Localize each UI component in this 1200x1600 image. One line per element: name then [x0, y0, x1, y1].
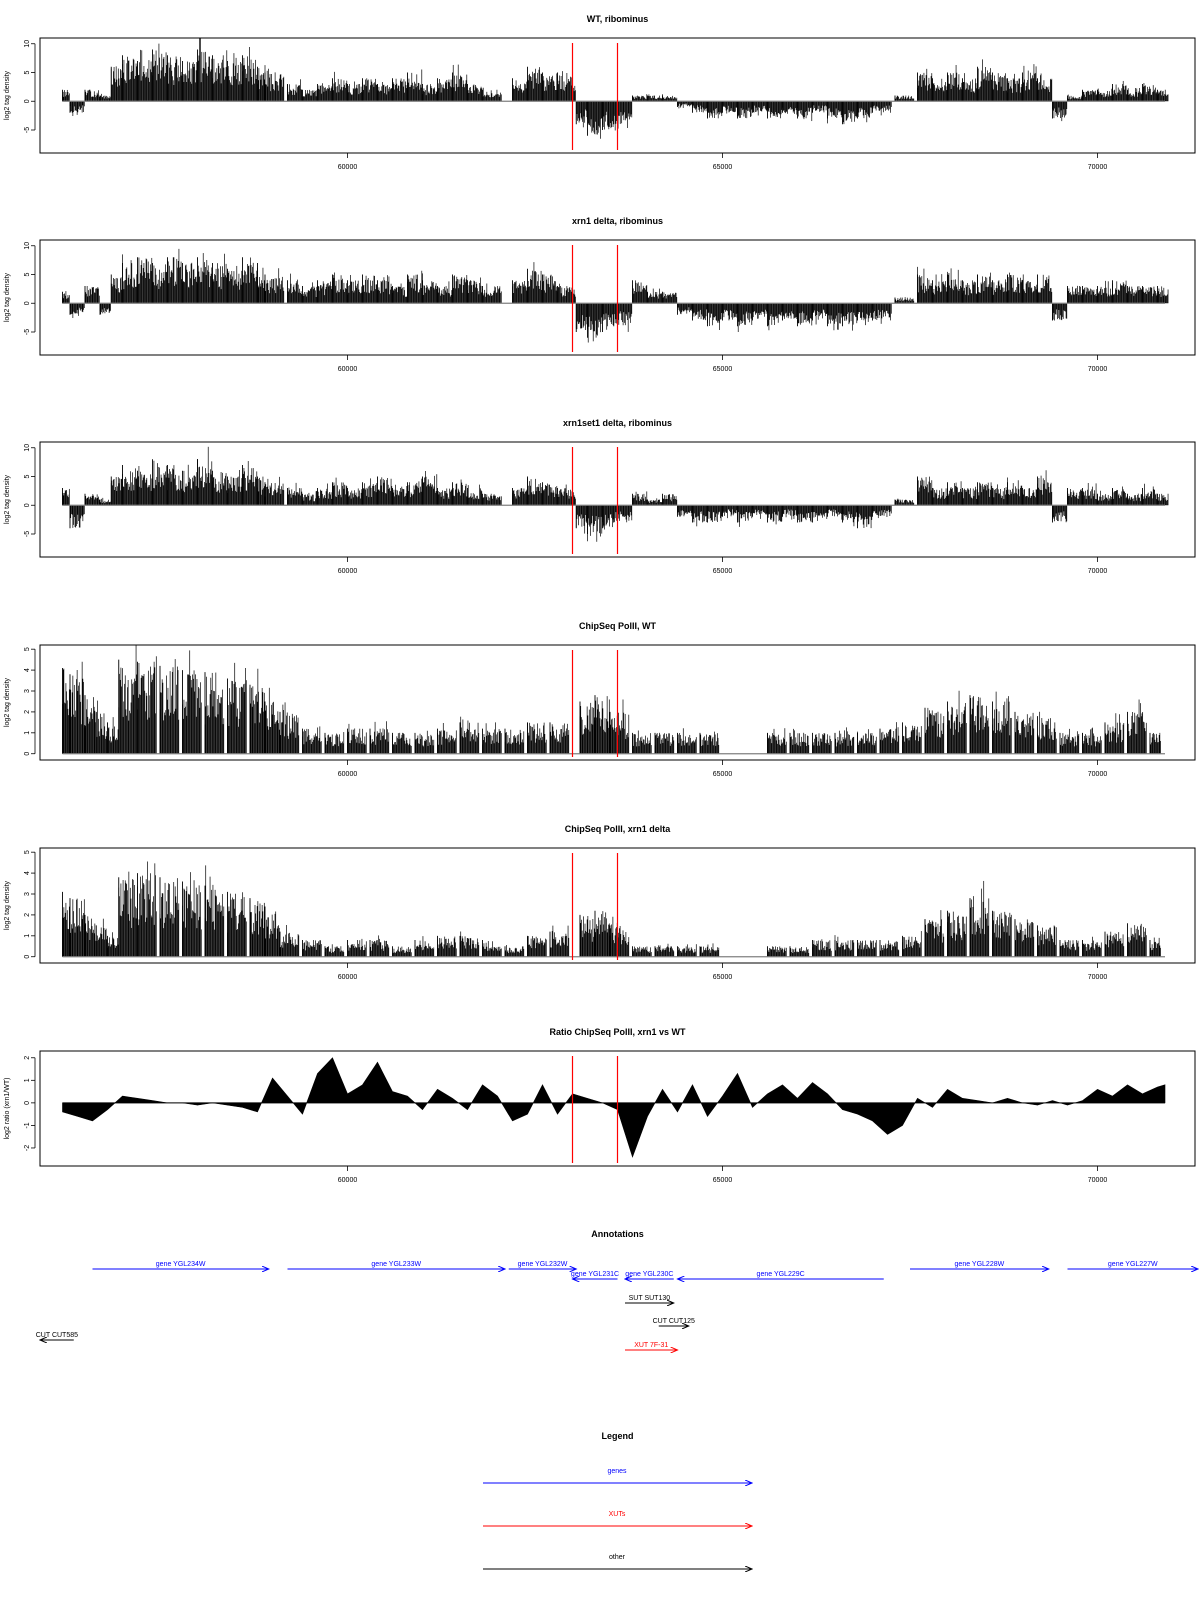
panel-title: ChipSeq PolII, WT: [579, 621, 656, 631]
chart-panel-3: xrn1set1 delta, ribominus -5 0 5 10 log2 tag …: [4, 418, 1196, 575]
panel-title: xrn1 delta, ribominus: [572, 216, 663, 226]
y-tick-label: -5: [24, 531, 31, 537]
y-axis-label: log2 tag density: [4, 272, 11, 322]
y-tick-label: 0: [24, 99, 31, 103]
data-layer: [62, 38, 1169, 139]
y-axis-label: log2 tag density: [4, 474, 11, 524]
x-tick-label: 65000: [713, 568, 733, 575]
y-tick-label: 0: [24, 752, 31, 756]
y-tick-label: 5: [24, 647, 31, 651]
panel-title: xrn1set1 delta, ribominus: [563, 418, 672, 428]
data-layer: [62, 446, 1169, 542]
data-layer: [62, 645, 1165, 755]
chart-panel-2: xrn1 delta, ribominus -5 0 5 10 log2 tag dens…: [4, 216, 1196, 373]
y-tick-label: 0: [24, 503, 31, 507]
chart-panel-4: ChipSeq PolII, WT 0 1 2 3 4 5 log2 tag density 6…: [4, 621, 1196, 778]
x-tick-label: 70000: [1088, 164, 1108, 171]
y-tick-label: 1: [24, 731, 31, 735]
y-tick-label: 10: [24, 242, 31, 250]
data-layer: [62, 248, 1169, 343]
x-tick-label: 70000: [1088, 771, 1108, 778]
x-tick-label: 60000: [338, 771, 358, 778]
y-tick-label: -5: [24, 127, 31, 133]
chart-panel-1: WT, ribominus -5 0 5 10 log2 tag density 60000…: [4, 14, 1196, 171]
y-tick-label: 4: [24, 668, 31, 672]
x-tick-label: 65000: [713, 771, 733, 778]
y-tick-label: 5: [24, 70, 31, 74]
y-tick-label: 3: [24, 689, 31, 693]
y-tick-label: 10: [24, 40, 31, 48]
plot-frame: [39, 644, 1196, 761]
y-tick-label: 2: [24, 710, 31, 714]
x-tick-label: 70000: [1088, 366, 1108, 373]
y-tick-label: 10: [24, 444, 31, 452]
y-axis-label: log2 tag density: [4, 70, 11, 120]
x-tick-label: 60000: [338, 366, 358, 373]
x-tick-label: 65000: [713, 366, 733, 373]
plot-frame: [39, 441, 1196, 558]
x-tick-label: 65000: [713, 164, 733, 171]
panel-title: WT, ribominus: [587, 14, 649, 24]
plot-frame: [39, 37, 1196, 154]
x-tick-label: 70000: [1088, 568, 1108, 575]
x-tick-label: 60000: [338, 164, 358, 171]
y-tick-label: 5: [24, 474, 31, 478]
y-tick-label: 0: [24, 301, 31, 305]
y-tick-label: 5: [24, 272, 31, 276]
y-axis-label: log2 tag density: [4, 677, 11, 727]
y-tick-label: -5: [24, 329, 31, 335]
x-tick-label: 60000: [338, 568, 358, 575]
plot-frame: [39, 239, 1196, 356]
